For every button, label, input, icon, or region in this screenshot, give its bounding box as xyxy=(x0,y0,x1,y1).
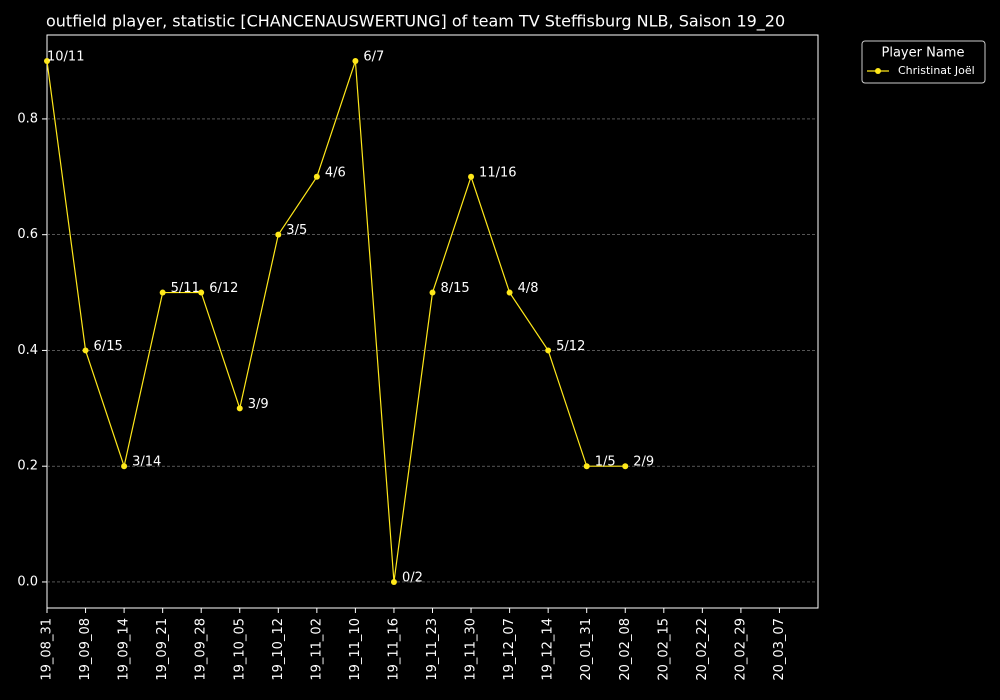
data-point xyxy=(545,347,552,354)
y-tick-label: 0.8 xyxy=(17,111,38,126)
x-tick-label: 19_09_14 xyxy=(117,618,132,681)
point-annotation: 5/12 xyxy=(556,339,585,354)
point-annotation: 4/6 xyxy=(325,165,346,180)
x-tick-label: 19_11_30 xyxy=(464,618,479,681)
data-point xyxy=(468,173,475,180)
y-tick-label: 0.6 xyxy=(17,227,38,242)
x-tick-label: 19_09_08 xyxy=(78,618,93,681)
point-annotation: 6/12 xyxy=(209,281,238,296)
x-tick-label: 19_11_16 xyxy=(386,618,401,681)
x-tick-label: 20_01_31 xyxy=(579,618,594,681)
point-annotation: 2/9 xyxy=(633,455,654,470)
legend-label: Christinat Joël xyxy=(898,64,975,77)
point-annotation: 3/14 xyxy=(132,455,161,470)
legend-marker xyxy=(875,68,881,74)
point-annotation: 5/11 xyxy=(171,281,200,296)
x-tick-label: 19_11_02 xyxy=(309,618,324,681)
x-tick-label: 19_10_12 xyxy=(271,618,286,681)
point-annotation: 8/15 xyxy=(441,281,470,296)
x-tick-label: 20_02_29 xyxy=(733,618,748,681)
legend-title: Player Name xyxy=(882,46,965,61)
x-tick-label: 20_03_07 xyxy=(772,618,787,681)
data-point xyxy=(44,58,50,65)
x-tick-label: 20_02_08 xyxy=(618,618,633,681)
x-tick-label: 20_02_22 xyxy=(695,618,710,681)
point-annotation: 3/5 xyxy=(286,223,307,238)
point-annotation: 0/2 xyxy=(402,570,423,585)
data-point xyxy=(121,463,128,470)
data-point xyxy=(159,289,166,296)
data-point xyxy=(390,578,397,585)
point-annotation: 6/15 xyxy=(94,339,123,354)
x-tick-label: 19_12_07 xyxy=(502,618,517,681)
data-point xyxy=(506,289,513,296)
point-annotation: 10/11 xyxy=(47,50,84,65)
x-tick-label: 19_09_21 xyxy=(155,618,170,681)
point-annotation: 6/7 xyxy=(363,50,384,65)
data-point xyxy=(198,289,205,296)
x-tick-label: 19_12_14 xyxy=(541,618,556,681)
data-point xyxy=(583,463,590,470)
point-annotation: 4/8 xyxy=(518,281,539,296)
data-point xyxy=(236,405,243,412)
x-tick-label: 19_10_05 xyxy=(232,618,247,681)
data-point xyxy=(275,231,282,238)
series-line xyxy=(46,60,626,583)
data-point xyxy=(622,463,629,470)
data-point xyxy=(82,347,89,354)
point-annotation: 1/5 xyxy=(595,455,616,470)
x-tick-label: 19_09_28 xyxy=(194,618,209,681)
data-point xyxy=(313,173,320,180)
x-tick-label: 19_11_10 xyxy=(348,618,363,681)
x-tick-label: 20_02_15 xyxy=(656,618,671,681)
data-point xyxy=(429,289,436,296)
point-annotation: 3/9 xyxy=(248,397,269,412)
y-tick-label: 0.2 xyxy=(17,459,38,474)
chart-title: outfield player, statistic [CHANCENAUSWE… xyxy=(46,12,785,32)
legend-box xyxy=(861,40,986,84)
x-tick-label: 19_11_23 xyxy=(425,618,440,681)
x-tick-label: 19_08_31 xyxy=(40,618,55,681)
point-annotation: 11/16 xyxy=(479,165,516,180)
data-point xyxy=(352,58,359,65)
y-tick-label: 0.0 xyxy=(17,574,38,589)
y-tick-label: 0.4 xyxy=(17,343,38,358)
